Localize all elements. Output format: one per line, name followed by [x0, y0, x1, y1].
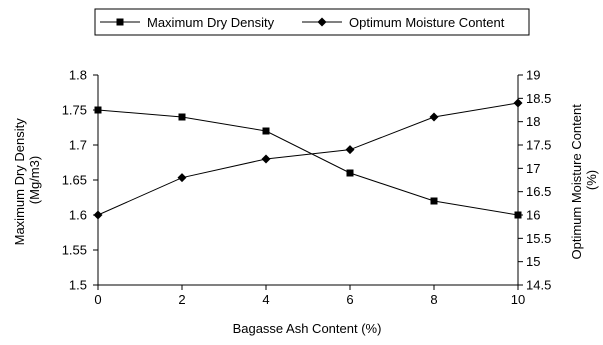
y-axis-left-title-line1: Maximum Dry Density	[12, 118, 27, 246]
x-axis-title: Bagasse Ash Content (%)	[233, 321, 382, 336]
legend: Maximum Dry Density Optimum Moisture Cont…	[94, 8, 530, 36]
data-point-max-dry-density	[178, 113, 186, 121]
data-point-max-dry-density	[430, 197, 438, 205]
x-tick-label: 4	[262, 292, 269, 307]
data-point-max-dry-density	[94, 106, 102, 114]
data-point-max-dry-density	[346, 169, 354, 177]
y-axis-left-title: Maximum Dry Density (Mg/m3)	[12, 115, 42, 246]
y-axis-left-title-line2: (Mg/m3)	[27, 156, 42, 204]
data-point-optimum-moisture	[429, 112, 439, 122]
x-tick-label: 0	[94, 292, 101, 307]
y-right-tick-label: 15.5	[526, 231, 551, 246]
y-left-tick-label: 1.75	[62, 103, 87, 118]
data-point-optimum-moisture	[261, 154, 271, 164]
legend-marker-diamond	[317, 17, 327, 27]
y-right-tick-label: 18	[526, 114, 540, 129]
y-right-tick-label: 15	[526, 254, 540, 269]
y-left-tick-label: 1.65	[62, 173, 87, 188]
y-axis-right-title: Optimum Moisture Content (%)	[569, 101, 599, 260]
y-left-tick-label: 1.5	[69, 278, 87, 293]
legend-label: Optimum Moisture Content	[349, 15, 505, 30]
data-point-optimum-moisture	[177, 173, 187, 183]
x-tick-label: 8	[430, 292, 437, 307]
data-point-max-dry-density	[514, 211, 522, 219]
x-tick-label: 2	[178, 292, 185, 307]
y-right-tick-label: 14.5	[526, 278, 551, 293]
legend-marker-square	[116, 18, 124, 26]
y-right-tick-label: 19	[526, 68, 540, 83]
x-tick-label: 6	[346, 292, 353, 307]
y-axis-right-title-line2: (%)	[584, 170, 599, 190]
y-left-tick-label: 1.55	[62, 243, 87, 258]
y-right-tick-label: 17.5	[526, 138, 551, 153]
legend-label: Maximum Dry Density	[147, 15, 275, 30]
y-right-tick-label: 18.5	[526, 91, 551, 106]
y-right-tick-label: 16.5	[526, 184, 551, 199]
y-right-tick-label: 17	[526, 161, 540, 176]
data-point-optimum-moisture	[93, 210, 103, 220]
plot-area: 1.5 1.55 1.6 1.65 1.7 1.75 1.8 14.5 15 15.5 16 16.5…	[62, 68, 552, 308]
data-point-optimum-moisture	[345, 145, 355, 155]
y-right-tick-label: 16	[526, 208, 540, 223]
data-point-optimum-moisture	[513, 98, 523, 108]
x-tick-label: 10	[511, 292, 525, 307]
data-point-max-dry-density	[262, 127, 270, 135]
series-line-max-dry-density	[97, 109, 519, 216]
series-line-optimum-moisture	[97, 102, 519, 216]
y-axis-right-title-line1: Optimum Moisture Content	[569, 104, 584, 260]
y-left-tick-label: 1.8	[69, 68, 87, 83]
y-left-tick-label: 1.7	[69, 138, 87, 153]
legend-items: Maximum Dry Density Optimum Moisture Cont…	[100, 15, 505, 30]
y-left-tick-label: 1.6	[69, 208, 87, 223]
